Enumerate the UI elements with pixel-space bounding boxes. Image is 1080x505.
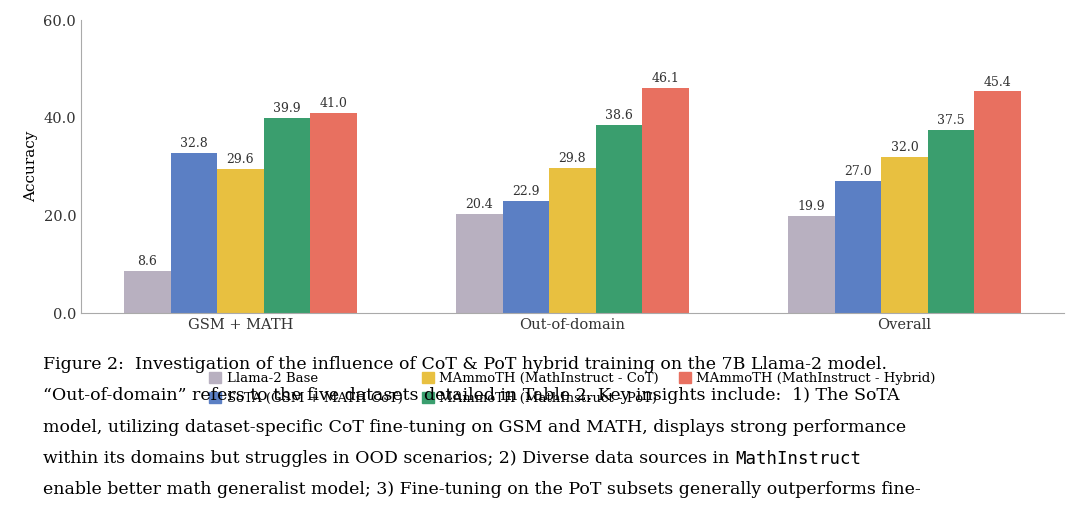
Bar xyxy=(549,168,596,313)
Bar xyxy=(310,113,356,313)
Text: 8.6: 8.6 xyxy=(137,255,158,268)
Y-axis label: Accuracy: Accuracy xyxy=(24,131,38,203)
Bar xyxy=(835,181,881,313)
Text: enable better math generalist model; 3) Fine-tuning on the PoT subsets generally: enable better math generalist model; 3) … xyxy=(43,481,921,498)
Bar xyxy=(596,125,643,313)
Text: 22.9: 22.9 xyxy=(512,185,540,198)
Bar xyxy=(502,201,549,313)
Bar xyxy=(264,118,310,313)
Text: “Out-of-domain” refers to the five datasets detailed in Table 2. Key insights in: “Out-of-domain” refers to the five datas… xyxy=(43,387,900,405)
Text: within its domains but struggles in OOD scenarios; 2) Diverse data sources in: within its domains but struggles in OOD … xyxy=(43,450,735,467)
Text: 20.4: 20.4 xyxy=(465,197,494,211)
Text: 32.8: 32.8 xyxy=(180,137,207,150)
Text: 46.1: 46.1 xyxy=(651,72,679,85)
Text: 19.9: 19.9 xyxy=(798,200,825,213)
Bar xyxy=(171,153,217,313)
Bar xyxy=(974,91,1021,313)
Bar xyxy=(217,169,264,313)
Text: 41.0: 41.0 xyxy=(320,97,348,110)
Text: 38.6: 38.6 xyxy=(605,109,633,122)
Text: 27.0: 27.0 xyxy=(845,165,872,178)
Legend: Llama-2 Base, SoTA (GSM + MATH CoT), MAmmoTH (MathInstruct - CoT), MAmmoTH (Math: Llama-2 Base, SoTA (GSM + MATH CoT), MAm… xyxy=(210,372,935,405)
Bar xyxy=(788,216,835,313)
Text: 32.0: 32.0 xyxy=(891,141,918,154)
Text: 29.6: 29.6 xyxy=(227,153,254,166)
Bar xyxy=(881,157,928,313)
Text: MathInstruct: MathInstruct xyxy=(735,450,861,468)
Bar xyxy=(456,214,502,313)
Text: Figure 2:  Investigation of the influence of CoT & PoT hybrid training on the 7B: Figure 2: Investigation of the influence… xyxy=(43,356,887,373)
Text: 37.5: 37.5 xyxy=(937,114,964,127)
Text: 45.4: 45.4 xyxy=(984,76,1011,88)
Bar xyxy=(643,88,689,313)
Bar xyxy=(928,130,974,313)
Text: 29.8: 29.8 xyxy=(558,152,586,165)
Text: 39.9: 39.9 xyxy=(273,103,300,116)
Text: model, utilizing dataset-specific CoT fine-tuning on GSM and MATH, displays stro: model, utilizing dataset-specific CoT fi… xyxy=(43,419,906,436)
Bar xyxy=(124,271,171,313)
